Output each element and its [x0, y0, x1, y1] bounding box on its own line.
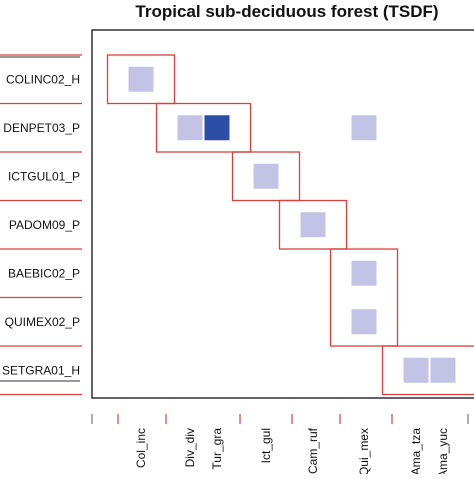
heatmap-cell: [205, 115, 230, 140]
col-label: Ama_yuc: [436, 428, 450, 474]
row-label: DENPET03_P: [3, 121, 80, 135]
module-box: [157, 104, 251, 153]
heatmap-cell: [301, 212, 326, 237]
heatmap-cell: [431, 358, 456, 383]
heatmap-cell: [352, 115, 377, 140]
col-label: Cam_ruf: [306, 427, 320, 474]
heatmap-cell: [352, 309, 377, 334]
col-label: Ict_gul: [259, 428, 273, 463]
col-label: Col_inc: [134, 428, 148, 468]
heatmap-cell: [254, 164, 279, 189]
row-label: QUIMEX02_P: [5, 315, 80, 329]
heatmap-cell: [404, 358, 429, 383]
col-label: Tur_gra: [210, 428, 224, 470]
heatmap-cell: [178, 115, 203, 140]
heatmap-cell: [352, 261, 377, 286]
col-label: Div_div: [183, 428, 197, 467]
heatmap-cell: [129, 67, 154, 92]
col-label: Qui_mex: [357, 428, 371, 474]
chart-title: Tropical sub-deciduous forest (TSDF): [135, 2, 438, 21]
row-label: SETGRA01_H: [2, 363, 80, 377]
row-label: PADOM09_P: [9, 218, 80, 232]
row-label: COLINC02_H: [6, 72, 80, 86]
row-label: BAEBIC02_P: [8, 266, 80, 280]
row-label: ICTGUL01_P: [8, 169, 80, 183]
col-label: Ama_tza: [409, 428, 423, 474]
